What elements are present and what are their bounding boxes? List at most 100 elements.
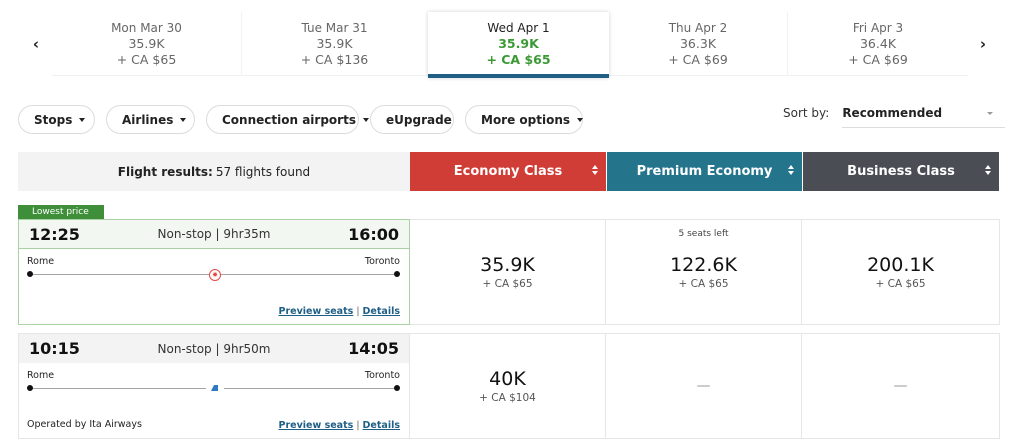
destination-city: Toronto — [364, 370, 400, 381]
date-fee: + CA $65 — [486, 52, 551, 67]
unavailable-dash: — — [893, 378, 908, 394]
connection-airports-filter-button[interactable]: Connection airports — [206, 105, 369, 134]
date-option-tue-mar-31[interactable]: Tue Mar 31 35.9K + CA $136 — [241, 12, 427, 76]
eupgrade-filter-button[interactable]: eUpgrade — [370, 105, 454, 134]
date-points: 35.9K — [316, 36, 353, 51]
link-separator: | — [356, 420, 360, 431]
sort-toggle-icon — [788, 165, 794, 177]
cabin-label: Business Class — [847, 164, 955, 179]
link-separator: | — [356, 306, 360, 317]
sort-dropdown[interactable]: Recommended — [842, 103, 1006, 128]
flight-time-bar: 12:25 Non-stop | 9hr35m 16:00 — [19, 220, 409, 249]
cabin-label: Premium Economy — [636, 164, 773, 179]
departure-time: 12:25 — [29, 224, 80, 244]
fare-fee: + CA $65 — [482, 278, 533, 290]
sort-control: Sort by: Recommended — [783, 103, 1006, 128]
chevron-left-icon[interactable]: ‹ — [32, 35, 40, 53]
destination-dot-icon — [394, 385, 400, 391]
operated-by: Operated by Ita Airways — [27, 419, 142, 430]
date-points: 36.4K — [859, 36, 897, 51]
date-points: 35.9K — [498, 36, 539, 51]
preview-seats-link[interactable]: Preview seats — [278, 306, 354, 317]
premium-economy-fare-cell-unavailable: — — [606, 333, 802, 439]
results-header: Flight results: 57 flights found Economy… — [18, 152, 1000, 191]
business-class-column-header[interactable]: Business Class — [802, 152, 999, 191]
route-graphic: Rome Toronto — [19, 363, 409, 403]
date-fee: + CA $69 — [668, 52, 728, 67]
caret-down-icon — [79, 117, 86, 122]
business-fare-cell-unavailable: — — [802, 333, 1000, 439]
stops-filter-label: Stops — [34, 112, 73, 127]
date-points: 35.9K — [128, 36, 165, 51]
date-option-mon-mar-30[interactable]: Mon Mar 30 35.9K + CA $65 — [52, 12, 241, 76]
premium-economy-fare-cell[interactable]: 5 seats left 122.6K + CA $65 — [606, 219, 802, 325]
fare-points: 40K — [489, 368, 526, 390]
fare-points: 35.9K — [480, 254, 535, 276]
sort-toggle-icon — [592, 165, 598, 177]
date-option-fri-apr-3[interactable]: Fri Apr 3 36.4K + CA $69 — [787, 12, 968, 76]
flight-info-card: 10:15 Non-stop | 9hr50m 14:05 Rome Toron… — [18, 333, 410, 439]
caret-down-icon — [577, 117, 584, 122]
origin-city: Rome — [27, 256, 55, 267]
fare-fee: + CA $104 — [479, 392, 536, 404]
destination-city: Toronto — [364, 256, 400, 267]
chevron-right-icon[interactable]: › — [979, 35, 987, 53]
date-fee: + CA $65 — [116, 52, 177, 67]
seats-left-notice: 5 seats left — [678, 229, 729, 239]
flight-links: Preview seats | Details — [279, 420, 401, 431]
filter-bar: Stops Airlines Connection airports eUpgr… — [18, 105, 584, 135]
origin-dot-icon — [27, 271, 33, 277]
fare-points: 122.6K — [670, 254, 737, 276]
flight-links: Preview seats | Details — [279, 306, 401, 317]
caret-down-icon — [987, 112, 994, 115]
date-label: Tue Mar 31 — [301, 21, 368, 35]
date-fee: + CA $136 — [300, 52, 369, 67]
destination-dot-icon — [394, 271, 400, 277]
date-label: Mon Mar 30 — [111, 21, 182, 35]
flight-time-bar: 10:15 Non-stop | 9hr50m 14:05 — [19, 334, 409, 363]
lowest-price-badge: Lowest price — [18, 205, 104, 219]
origin-city: Rome — [27, 370, 55, 381]
date-fee: + CA $69 — [848, 52, 908, 67]
departure-time: 10:15 — [29, 339, 80, 358]
arrival-time: 16:00 — [348, 224, 399, 244]
date-label: Thu Apr 2 — [668, 21, 728, 35]
business-fare-cell[interactable]: 200.1K + CA $65 — [802, 219, 1000, 325]
date-strip: Mon Mar 30 35.9K + CA $65 Tue Mar 31 35.… — [52, 12, 968, 78]
route-graphic: Rome Toronto ✸ — [19, 249, 409, 289]
flight-results-count: Flight results: 57 flights found — [18, 152, 410, 191]
cabin-label: Economy Class — [453, 164, 563, 179]
air-canada-maple-leaf-icon: ✸ — [209, 269, 221, 281]
fare-points: 200.1K — [867, 254, 934, 276]
stops-filter-button[interactable]: Stops — [18, 105, 95, 134]
more-options-button[interactable]: More options — [465, 105, 584, 134]
date-option-thu-apr-2[interactable]: Thu Apr 2 36.3K + CA $69 — [609, 12, 787, 76]
economy-fare-cell[interactable]: 40K + CA $104 — [410, 333, 606, 439]
details-link[interactable]: Details — [362, 306, 400, 317]
details-link[interactable]: Details — [362, 420, 400, 431]
flight-info-card: 12:25 Non-stop | 9hr35m 16:00 Rome Toron… — [18, 219, 410, 325]
date-points: 36.3K — [679, 36, 717, 51]
preview-seats-link[interactable]: Preview seats — [278, 420, 354, 431]
date-option-wed-apr-1-selected[interactable]: Wed Apr 1 35.9K + CA $65 — [428, 12, 609, 78]
date-label: Fri Apr 3 — [852, 21, 904, 35]
sort-toggle-icon — [985, 165, 991, 177]
premium-economy-column-header[interactable]: Premium Economy — [606, 152, 802, 191]
fare-fee: + CA $65 — [678, 278, 729, 290]
date-carousel: ‹ Mon Mar 30 35.9K + CA $65 Tue Mar 31 3… — [0, 12, 1024, 80]
flight-row: 10:15 Non-stop | 9hr50m 14:05 Rome Toron… — [18, 333, 1000, 439]
economy-class-column-header[interactable]: Economy Class — [410, 152, 606, 191]
date-label: Wed Apr 1 — [487, 21, 550, 35]
results-count-text: 57 flights found — [215, 164, 311, 179]
economy-fare-cell[interactable]: 35.9K + CA $65 — [410, 219, 606, 325]
sort-label: Sort by: — [783, 106, 830, 120]
arrival-time: 14:05 — [348, 339, 399, 358]
airlines-filter-label: Airlines — [122, 112, 174, 127]
flight-row: 12:25 Non-stop | 9hr35m 16:00 Rome Toron… — [18, 219, 1000, 325]
ita-airways-tail-icon — [206, 384, 224, 394]
connection-airports-filter-label: Connection airports — [222, 112, 356, 127]
origin-dot-icon — [27, 385, 33, 391]
more-options-label: More options — [481, 112, 571, 127]
airlines-filter-button[interactable]: Airlines — [106, 105, 195, 134]
caret-down-icon — [362, 117, 369, 122]
